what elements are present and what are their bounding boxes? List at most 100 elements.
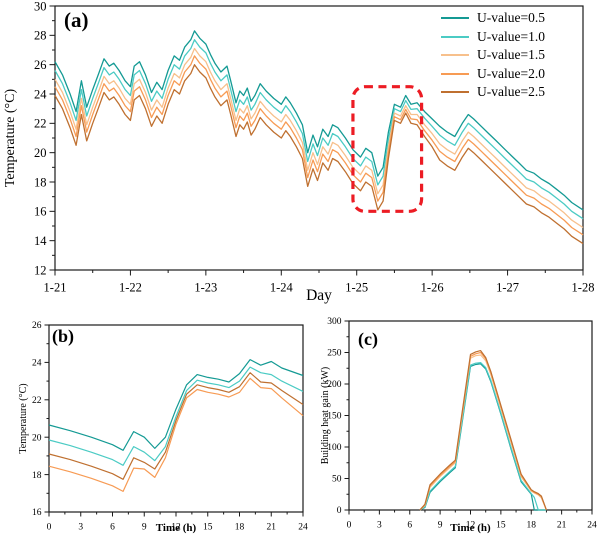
legend-item-0: U-value=0.5: [441, 9, 545, 28]
y-axis: 16 18 20 22 24 26: [32, 321, 49, 518]
legend: U-value=0.5 U-value=1.0 U-value=1.5 U-value…: [441, 9, 545, 102]
panel-c-label: (c): [358, 329, 378, 349]
series-line-U-value=2.5: [48, 372, 304, 480]
svg-text:3: 3: [78, 523, 83, 533]
legend-label: U-value=0.5: [477, 10, 545, 26]
series-line-U-value=0.5: [54, 30, 584, 211]
svg-text:50: 50: [332, 475, 342, 485]
svg-text:12: 12: [466, 521, 476, 531]
x-axis: 1-21 1-22 1-23 1-24 1-25 1-26 1-27 1-28: [44, 270, 595, 295]
svg-text:21: 21: [267, 523, 277, 533]
svg-text:18: 18: [235, 523, 245, 533]
plot-frame: [48, 324, 304, 513]
svg-text:20: 20: [32, 433, 42, 443]
svg-text:1-27: 1-27: [496, 281, 519, 295]
svg-text:30: 30: [34, 0, 47, 13]
svg-text:200: 200: [327, 380, 342, 390]
svg-text:18: 18: [527, 521, 537, 531]
svg-text:0: 0: [47, 523, 52, 533]
panel-c-chart: 0 3 6 9 12 15 18 21 24 0 50 100 150 200 250 300 Time (h)…: [320, 317, 597, 534]
svg-text:12: 12: [34, 263, 47, 277]
svg-text:18: 18: [32, 471, 42, 481]
svg-text:100: 100: [327, 443, 342, 453]
svg-text:26: 26: [34, 58, 47, 72]
svg-text:6: 6: [407, 521, 412, 531]
svg-text:16: 16: [32, 508, 42, 518]
legend-swatch-icon: [441, 17, 469, 20]
y-axis: 0 50 100 150 200 250 300: [327, 317, 349, 516]
svg-text:24: 24: [298, 523, 308, 533]
series-line-U-value=0.5: [419, 363, 547, 511]
x-axis-title: Time (h): [450, 522, 491, 534]
svg-text:250: 250: [327, 349, 342, 359]
series-line-U-value=1.0: [419, 361, 547, 511]
legend-swatch-icon: [441, 35, 469, 38]
legend-swatch-icon: [441, 91, 469, 94]
legend-label: U-value=2.5: [477, 84, 545, 100]
legend-label: U-value=2.0: [477, 65, 545, 81]
svg-text:150: 150: [327, 412, 342, 422]
panel-b-label: (b): [52, 326, 74, 346]
svg-text:6: 6: [110, 523, 115, 533]
svg-text:22: 22: [32, 396, 42, 406]
series-line-U-value=2.5: [419, 349, 547, 511]
panel-c: 0 3 6 9 12 15 18 21 24 0 50 100 150 200 250 300 Time (h)…: [320, 315, 600, 539]
plot-frame: [348, 320, 593, 511]
svg-text:24: 24: [34, 87, 47, 101]
series-line-U-value=1.0: [54, 39, 584, 220]
legend-label: U-value=1.5: [477, 47, 545, 63]
series-line-U-value=1.5: [54, 47, 584, 229]
svg-text:18: 18: [34, 175, 47, 189]
svg-text:0: 0: [337, 506, 342, 516]
svg-text:24: 24: [587, 521, 597, 531]
svg-text:12: 12: [171, 523, 181, 533]
svg-text:1-26: 1-26: [421, 281, 444, 295]
svg-text:14: 14: [34, 234, 47, 248]
svg-text:1-28: 1-28: [572, 281, 595, 295]
svg-text:1-24: 1-24: [270, 281, 294, 295]
svg-text:1-22: 1-22: [119, 281, 142, 295]
x-axis: 0 3 6 9 12 15 18 21 24: [347, 510, 597, 531]
panel-a: 1-21 1-22 1-23 1-24 1-25 1-26 1-27 1-28 12 14 16 18…: [3, 0, 595, 304]
svg-text:24: 24: [32, 359, 42, 369]
svg-text:1-23: 1-23: [194, 281, 217, 295]
svg-text:9: 9: [142, 523, 147, 533]
series-line-U-value=1.5: [419, 354, 547, 511]
panel-b: 0 3 6 9 12 15 18 21 24 16 18 20 22 24 26 Time (h) Temper…: [0, 315, 320, 539]
x-axis-title: Day: [306, 287, 332, 304]
x-axis-title: Time (h): [156, 522, 197, 534]
y-axis-title: Temperature (°C): [3, 89, 18, 188]
series-line-U-value=0.5: [48, 358, 304, 451]
svg-text:16: 16: [34, 205, 47, 219]
series-line-U-value=2.0: [54, 55, 584, 236]
y-axis: 12 14 16 18 20 22 24 26 28 30: [34, 0, 55, 277]
svg-text:20: 20: [34, 146, 47, 160]
series-line-U-value=2.5: [54, 64, 584, 245]
svg-text:1-21: 1-21: [44, 281, 67, 295]
x-axis: 0 3 6 9 12 15 18 21 24: [47, 512, 308, 533]
svg-text:3: 3: [377, 521, 382, 531]
highlight-box: [351, 85, 424, 213]
legend-item-4: U-value=2.5: [441, 83, 545, 102]
series-line-U-value=2.0: [48, 377, 304, 492]
y-axis-title: Building heat gain (kW): [320, 367, 331, 464]
legend-swatch-icon: [441, 54, 469, 57]
svg-text:15: 15: [203, 523, 213, 533]
panel-b-chart: 0 3 6 9 12 15 18 21 24 16 18 20 22 24 26 Time (h) Temper…: [18, 321, 308, 534]
legend-swatch-icon: [441, 72, 469, 75]
svg-text:21: 21: [557, 521, 567, 531]
svg-text:28: 28: [34, 29, 47, 43]
panel-a-chart: 1-21 1-22 1-23 1-24 1-25 1-26 1-27 1-28 12 14 16 18…: [3, 0, 595, 304]
legend-item-2: U-value=1.5: [441, 46, 545, 65]
svg-text:300: 300: [327, 317, 342, 327]
svg-text:1-25: 1-25: [345, 281, 368, 295]
series-line-U-value=1.0: [48, 366, 304, 466]
svg-text:9: 9: [438, 521, 443, 531]
legend-label: U-value=1.0: [477, 28, 545, 44]
svg-text:15: 15: [496, 521, 506, 531]
legend-item-3: U-value=2.0: [441, 65, 545, 84]
svg-text:26: 26: [32, 321, 42, 331]
legend-item-1: U-value=1.0: [441, 28, 545, 47]
panel-a-label: (a): [64, 8, 89, 32]
